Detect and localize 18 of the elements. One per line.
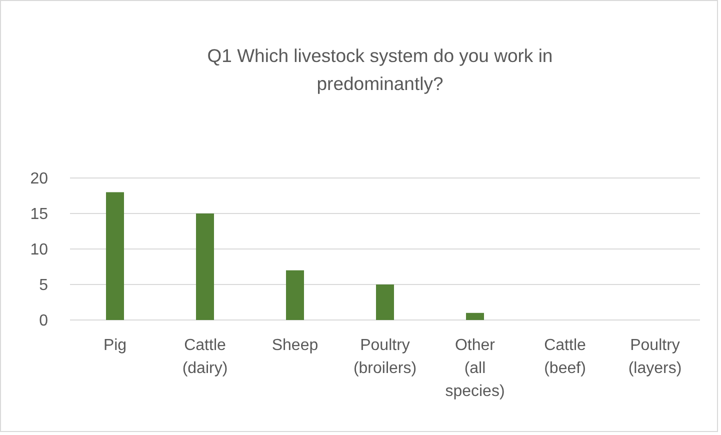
- y-tick-label: 20: [30, 170, 48, 188]
- y-tick-label: 10: [30, 242, 48, 259]
- bar: [106, 192, 124, 320]
- bar: [466, 312, 484, 320]
- x-tick-label: Cattle (beef): [544, 337, 586, 377]
- x-tick-label: Cattle (dairy): [182, 337, 228, 377]
- x-tick-label: Pig: [103, 337, 127, 354]
- chart-title: Q1 Which livestock system do you work in predominantly?: [207, 45, 553, 94]
- x-tick-label: Sheep: [272, 337, 318, 354]
- bar: [196, 214, 214, 320]
- y-tick-label: 15: [30, 206, 48, 224]
- y-tick-label: 0: [39, 312, 48, 330]
- bar: [376, 284, 394, 320]
- bar: [286, 270, 304, 320]
- x-tick-label: Poultry (broilers): [353, 337, 417, 377]
- y-tick-label: 5: [39, 277, 48, 294]
- x-tick-label: Poultry (layers): [628, 337, 682, 377]
- x-tick-label: Other (all species): [445, 337, 505, 400]
